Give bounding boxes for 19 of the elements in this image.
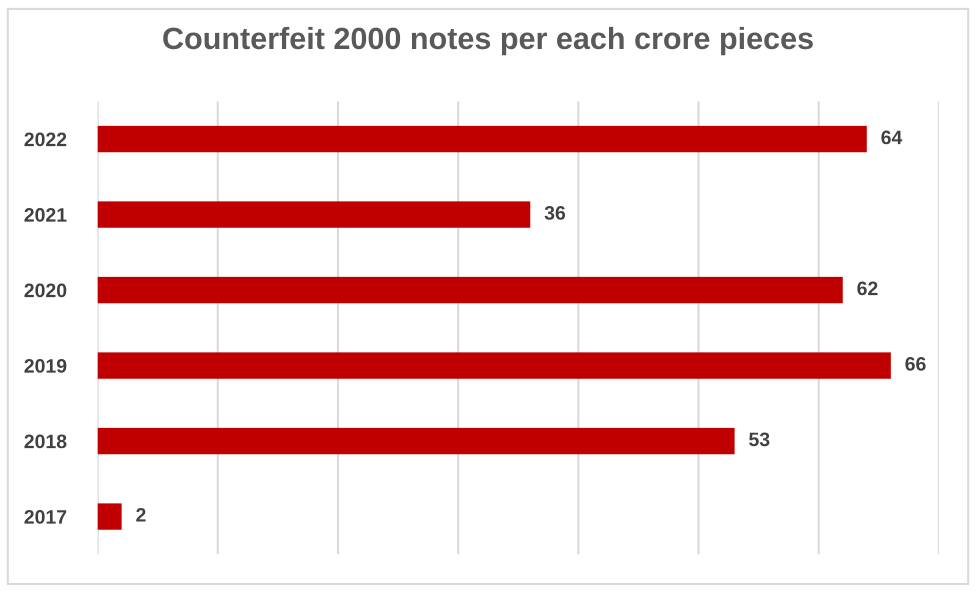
y-tick-label: 2022 — [24, 132, 66, 146]
data-label: 64 — [881, 130, 902, 144]
chart-title: Counterfeit 2000 notes per each crore pieces — [163, 26, 813, 56]
bar — [98, 352, 891, 379]
data-label: 36 — [544, 206, 566, 220]
data-label: 62 — [857, 282, 878, 296]
y-tick-label: 2017 — [24, 510, 66, 524]
data-label: 66 — [905, 356, 926, 371]
y-tick-label: 2020 — [24, 284, 66, 298]
y-tick-label: 2019 — [24, 359, 66, 373]
y-tick-label: 2018 — [24, 434, 66, 448]
bar — [98, 276, 843, 304]
bar — [98, 428, 735, 454]
y-tick-label: 2021 — [24, 208, 67, 222]
bar — [98, 503, 122, 530]
bar — [98, 126, 867, 152]
bar — [98, 201, 530, 228]
data-label: 2 — [136, 508, 146, 522]
data-label: 53 — [749, 432, 770, 446]
